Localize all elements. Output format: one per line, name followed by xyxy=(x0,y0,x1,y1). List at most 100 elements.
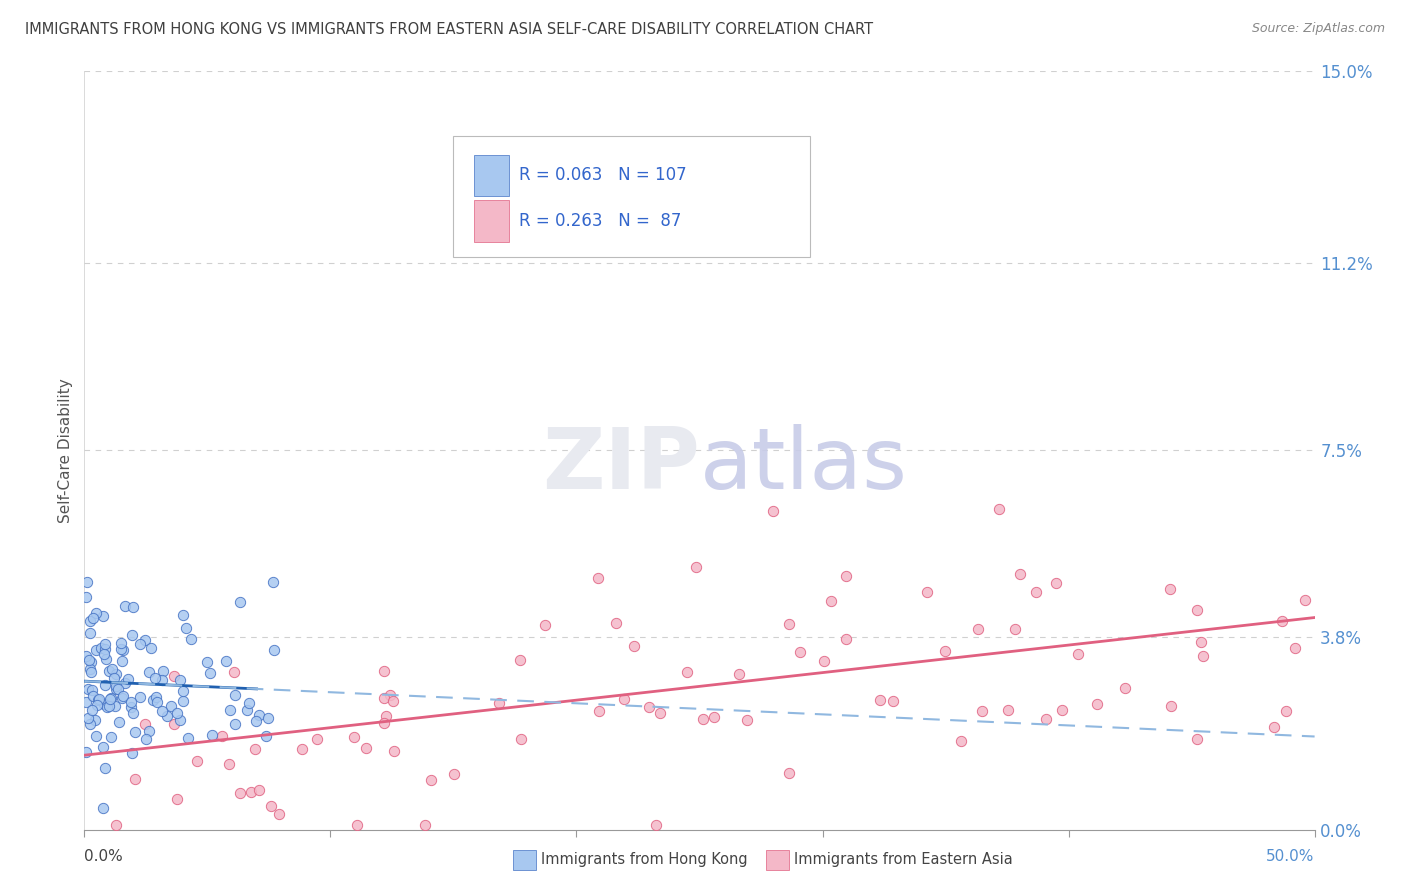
Point xyxy=(637,700,659,714)
Point xyxy=(150,673,173,687)
Point xyxy=(111,690,134,704)
Point xyxy=(813,654,835,668)
Point xyxy=(91,609,114,624)
Point xyxy=(107,682,129,697)
Text: ZIP: ZIP xyxy=(541,424,700,508)
Point xyxy=(245,742,267,756)
Point xyxy=(104,666,127,681)
Point xyxy=(224,688,246,702)
Point xyxy=(134,632,156,647)
Point xyxy=(122,706,145,720)
Point xyxy=(1191,649,1213,664)
Point xyxy=(104,817,127,831)
Point xyxy=(114,675,136,690)
Point xyxy=(934,643,956,657)
Point xyxy=(87,693,110,707)
Point xyxy=(1045,575,1067,590)
Point xyxy=(820,594,842,608)
Point xyxy=(269,806,291,821)
Text: Immigrants from Hong Kong: Immigrants from Hong Kong xyxy=(541,853,748,867)
Point xyxy=(96,652,118,666)
Text: Source: ZipAtlas.com: Source: ZipAtlas.com xyxy=(1251,22,1385,36)
Point xyxy=(614,165,637,179)
Point xyxy=(382,744,405,758)
Point xyxy=(346,817,368,831)
Point xyxy=(1067,647,1090,661)
Point xyxy=(263,643,285,657)
Point xyxy=(93,637,115,651)
Point xyxy=(111,654,134,668)
Point xyxy=(648,706,671,720)
Point xyxy=(260,798,283,813)
Point xyxy=(762,504,785,518)
Point xyxy=(676,665,699,680)
Point xyxy=(343,731,366,745)
Point xyxy=(1008,566,1031,581)
Point xyxy=(972,704,994,718)
Point xyxy=(94,641,117,656)
Point xyxy=(98,664,121,678)
Point xyxy=(101,662,124,676)
Point xyxy=(163,669,186,683)
Point xyxy=(79,717,101,731)
Point xyxy=(645,817,668,831)
Point xyxy=(93,697,115,711)
Point xyxy=(1187,732,1209,747)
Point xyxy=(98,698,121,713)
FancyBboxPatch shape xyxy=(474,201,509,242)
Point xyxy=(1004,622,1026,636)
Point xyxy=(152,704,174,718)
Point xyxy=(79,662,101,676)
Text: IMMIGRANTS FROM HONG KONG VS IMMIGRANTS FROM EASTERN ASIA SELF-CARE DISABILITY C: IMMIGRANTS FROM HONG KONG VS IMMIGRANTS … xyxy=(25,22,873,37)
Point xyxy=(685,559,707,574)
Point xyxy=(163,717,186,731)
Point xyxy=(1294,592,1316,607)
Point xyxy=(87,692,110,706)
Point xyxy=(949,734,972,748)
Point xyxy=(291,742,314,756)
Point xyxy=(534,617,557,632)
Point xyxy=(129,690,152,704)
Text: atlas: atlas xyxy=(700,424,907,508)
Point xyxy=(172,608,194,623)
Point xyxy=(443,767,465,781)
Point xyxy=(117,672,139,686)
Point xyxy=(76,681,98,696)
Point xyxy=(169,713,191,727)
Point xyxy=(103,671,125,685)
Point xyxy=(84,642,107,657)
Point xyxy=(135,732,157,747)
Point xyxy=(728,667,751,681)
Point xyxy=(222,665,245,679)
Point xyxy=(100,690,122,705)
Point xyxy=(82,611,104,625)
Point xyxy=(80,703,103,717)
Point xyxy=(77,653,100,667)
Point xyxy=(134,716,156,731)
Point xyxy=(104,679,127,693)
Point xyxy=(90,640,112,655)
Point xyxy=(737,713,759,727)
Point xyxy=(778,616,800,631)
Point xyxy=(80,683,103,698)
Point xyxy=(488,696,510,710)
Point xyxy=(75,590,97,604)
Point xyxy=(1185,603,1208,617)
Text: 0.0%: 0.0% xyxy=(84,848,124,863)
Point xyxy=(966,622,988,636)
Point xyxy=(79,625,101,640)
Point xyxy=(588,571,610,585)
Point xyxy=(703,710,725,724)
Point xyxy=(1114,681,1136,695)
Point xyxy=(623,639,645,653)
Point xyxy=(79,614,101,628)
Point xyxy=(138,724,160,739)
Point xyxy=(249,707,271,722)
Point xyxy=(240,784,263,798)
Point xyxy=(86,698,108,712)
Point xyxy=(238,696,260,710)
Point xyxy=(75,745,97,759)
Point xyxy=(198,665,221,680)
Point xyxy=(869,692,891,706)
Point xyxy=(186,754,208,768)
